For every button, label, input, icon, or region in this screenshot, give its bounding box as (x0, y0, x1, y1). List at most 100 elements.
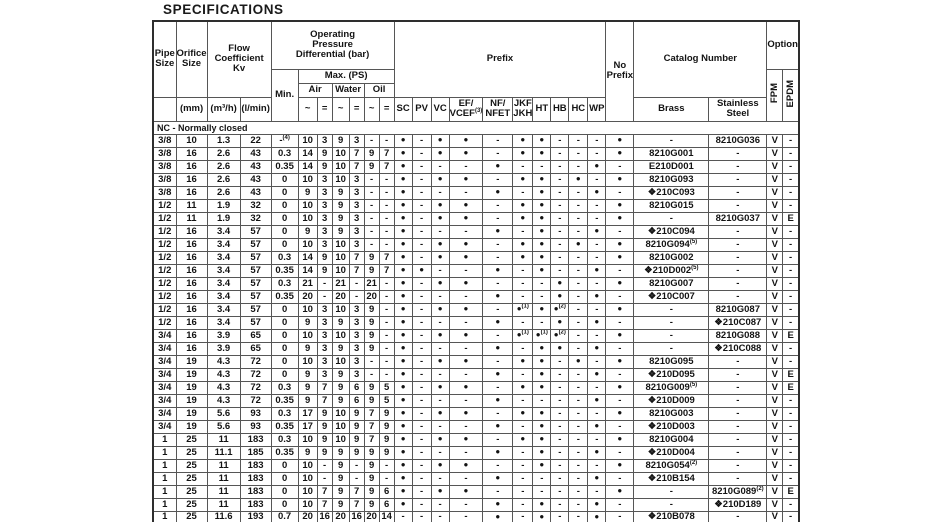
cell-air-dc: 3 (316, 172, 333, 187)
cell-nf-nfet: ● (482, 289, 514, 304)
cell-epdm: - (782, 302, 800, 317)
cell-epdm: - (782, 510, 800, 522)
cell-pv: - (411, 224, 432, 239)
cell-water-dc: - (348, 289, 365, 304)
header-prefix-vc: VC (430, 96, 450, 122)
cell-sc: ● (393, 172, 413, 187)
cell-nf-nfet: - (482, 146, 514, 161)
cell-ht: - (532, 471, 552, 486)
cell-fpm: V (766, 302, 784, 317)
cell-hc: ● (568, 237, 589, 252)
cell-ht: - (532, 315, 552, 330)
cell-oil-ac: - (363, 367, 380, 382)
cell-epdm: E (782, 484, 800, 499)
cell-water-ac: 21 (331, 276, 350, 291)
cell-ht: ● (532, 419, 552, 434)
cell-kv-m3h: 3.4 (206, 289, 241, 304)
cell-min: 0 (270, 185, 299, 200)
cell-brass: 8210G095 (633, 354, 710, 369)
cell-water-dc: 3 (348, 328, 365, 343)
cell-orifice: 16 (175, 146, 208, 161)
cell-epdm: - (782, 224, 800, 239)
header-prefix-wp: WP (587, 96, 607, 122)
cell-brass: 8210G004 (633, 432, 710, 447)
header-prefix-ef-vcef: EF/VCEF(3) (448, 96, 484, 122)
cell-oil-ac: 9 (363, 328, 380, 343)
cell-brass: 8210G003 (633, 406, 710, 421)
cell-water-dc: 3 (348, 211, 365, 226)
fpm-label: FPM (768, 83, 780, 104)
cell-oil-ac: 20 (363, 510, 380, 522)
cell-ht: ● (532, 406, 552, 421)
cell-hc: - (568, 185, 589, 200)
cell-pipe-size: 1/2 (152, 289, 177, 304)
header-prefix-nf-nfet: NF/NFET (482, 96, 514, 122)
cell-fpm: V (766, 250, 784, 265)
cell-epdm: - (782, 354, 800, 369)
cell-orifice: 19 (175, 367, 208, 382)
cell-no-prefix: ● (605, 172, 635, 187)
cell-hb: - (550, 211, 570, 226)
cell-brass: ❖210D095 (633, 367, 710, 382)
header-epdm: EPDM (782, 68, 800, 122)
cell-hb: - (550, 367, 570, 382)
cell-orifice: 25 (175, 471, 208, 486)
cell-hb: - (550, 224, 570, 239)
cell-orifice: 11 (175, 211, 208, 226)
cell-pipe-size: 1 (152, 471, 177, 486)
cell-water-dc: 3 (348, 133, 365, 148)
cell-pipe-size: 3/8 (152, 172, 177, 187)
cell-no-prefix: - (605, 471, 635, 486)
cell-kv-lmin: 43 (239, 146, 272, 161)
cell-brass: - (633, 302, 710, 317)
cell-orifice: 19 (175, 354, 208, 369)
table-row: 3/4 19 4.3 72 0.35 9 7 9 6 9 5 ● - - - ● - - - - ● - ❖210D009-… (152, 393, 800, 408)
cell-kv-lmin: 57 (239, 263, 272, 278)
cell-sc: ● (393, 406, 413, 421)
table-row: 3/8 10 1.3 22 -(4) 10 3 9 3- - ● - ● ● - ● ● - - - ● -8210G03… (152, 133, 800, 148)
cell-min: 0.3 (270, 276, 299, 291)
cell-kv-m3h: 3.4 (206, 250, 241, 265)
header-unit-m3h: (m³/h) (206, 96, 241, 122)
header-air: Air (297, 82, 333, 98)
cell-kv-m3h: 4.3 (206, 367, 241, 382)
cell-pv: - (411, 445, 432, 460)
cell-oil-dc: - (378, 367, 395, 382)
cell-no-prefix: - (605, 497, 635, 512)
cell-kv-m3h: 11 (206, 458, 241, 473)
cell-jkf-jkh: - (512, 276, 534, 291)
cell-hc: - (568, 445, 589, 460)
cell-kv-lmin: 93 (239, 406, 272, 421)
cell-brass: - (633, 497, 710, 512)
cell-brass: - (633, 484, 710, 499)
cell-fpm: V (766, 315, 784, 330)
cell-min: 0 (270, 328, 299, 343)
cell-sc: ● (393, 237, 413, 252)
cell-wp: ● (587, 289, 607, 304)
cell-nf-nfet: ● (482, 510, 514, 522)
header-unit-lmin: (l/min) (239, 96, 272, 122)
header-air-dc: = (316, 96, 333, 122)
cell-air-ac: 10 (297, 198, 318, 213)
cell-pv: - (411, 211, 432, 226)
cell-fpm: V (766, 328, 784, 343)
cell-orifice: 19 (175, 406, 208, 421)
cell-pv: - (411, 302, 432, 317)
cell-pv: - (411, 367, 432, 382)
cell-stainless-steel: - (708, 146, 768, 161)
cell-air-dc: 9 (316, 406, 333, 421)
cell-hc: - (568, 458, 589, 473)
cell-vc: ● (430, 133, 450, 148)
cell-water-ac: 9 (331, 211, 350, 226)
cell-oil-dc: 7 (378, 146, 395, 161)
cell-jkf-jkh: - (512, 224, 534, 239)
cell-water-dc: 7 (348, 263, 365, 278)
cell-water-ac: 9 (331, 484, 350, 499)
table-row: 3/4 19 4.3 72 0 9 3 9 3- - ● - - - ● - ● - - ● - ❖210D095- V E (152, 367, 800, 382)
cell-epdm: E (782, 328, 800, 343)
cell-ef-vcef: - (448, 289, 484, 304)
cell-hc: - (568, 146, 589, 161)
cell-air-ac: 14 (297, 263, 318, 278)
cell-min: 0.3 (270, 432, 299, 447)
cell-air-dc: 3 (316, 315, 333, 330)
